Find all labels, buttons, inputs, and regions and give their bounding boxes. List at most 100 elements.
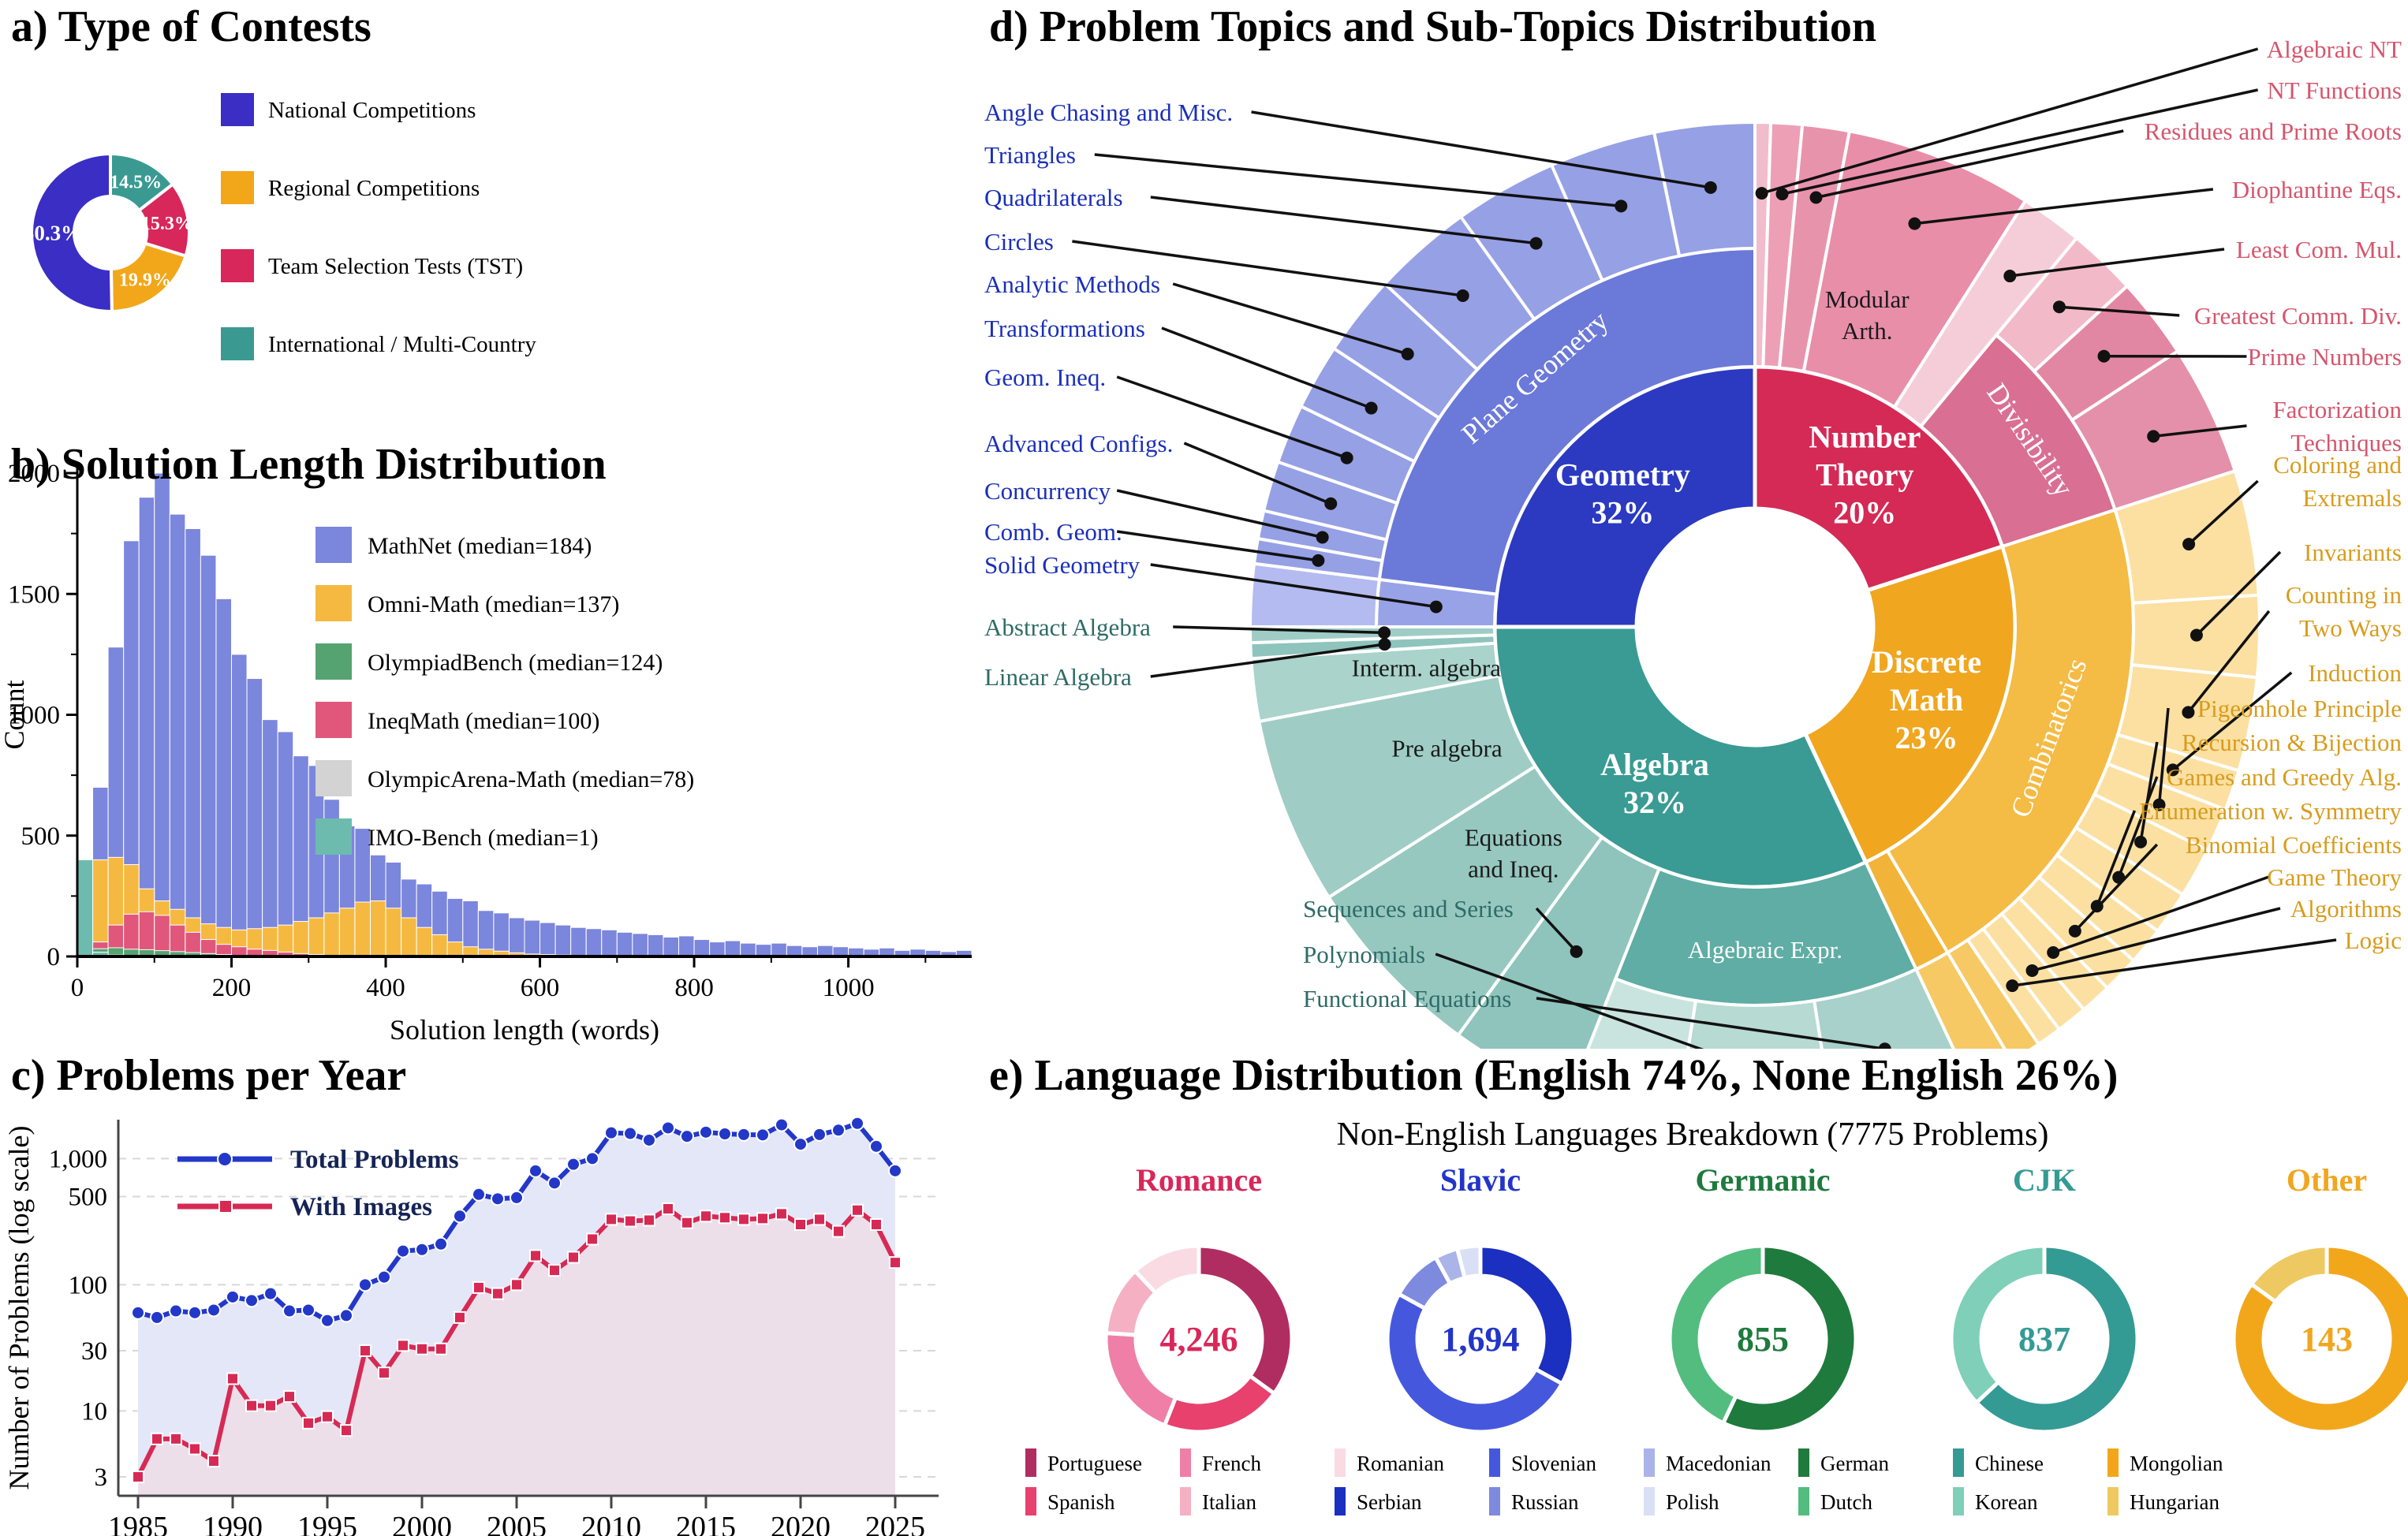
svg-text:Regional Competitions: Regional Competitions xyxy=(268,176,480,201)
svg-text:Slovenian: Slovenian xyxy=(1511,1452,1596,1475)
svg-text:1,000: 1,000 xyxy=(49,1145,107,1173)
svg-text:2015: 2015 xyxy=(676,1511,736,1536)
panel-contest-types: a) Type of Contests 14.5% 15.3% 19.9% 50.3%… xyxy=(0,0,978,438)
panel-d-title: d) Problem Topics and Sub-Topics Distrib… xyxy=(989,2,1877,51)
svg-text:CJK: CJK xyxy=(2013,1162,2076,1198)
svg-text:10: 10 xyxy=(81,1397,107,1426)
svg-text:International / Multi-Country: International / Multi-Country xyxy=(268,332,536,357)
svg-text:Greatest Comm. Div.: Greatest Comm. Div. xyxy=(2194,302,2402,330)
svg-text:Diophantine Eqs.: Diophantine Eqs. xyxy=(2232,176,2402,203)
svg-text:Analytic Methods: Analytic Methods xyxy=(984,270,1160,298)
svg-text:Germanic: Germanic xyxy=(1695,1162,1830,1198)
panel-e-title: e) Language Distribution (English 74%, N… xyxy=(989,1051,2119,1100)
svg-text:Pre algebra: Pre algebra xyxy=(1391,735,1503,762)
svg-text:600: 600 xyxy=(521,974,560,1002)
svg-text:50.3%: 50.3% xyxy=(24,222,82,245)
svg-text:Algorithms: Algorithms xyxy=(2290,895,2402,923)
svg-text:MathNet (median=184): MathNet (median=184) xyxy=(368,533,592,559)
svg-text:Omni-Math (median=137): Omni-Math (median=137) xyxy=(368,591,619,617)
svg-text:2005: 2005 xyxy=(487,1511,547,1536)
svg-text:1000: 1000 xyxy=(823,974,875,1002)
panel-c-title: c) Problems per Year xyxy=(11,1051,407,1100)
svg-text:1990: 1990 xyxy=(203,1511,263,1536)
svg-text:15.3%: 15.3% xyxy=(141,214,193,234)
svg-text:2010: 2010 xyxy=(581,1511,641,1536)
svg-text:Recursion & Bijection: Recursion & Bijection xyxy=(2182,729,2402,756)
svg-text:Pigeonhole Principle: Pigeonhole Principle xyxy=(2197,695,2402,722)
svg-text:Mongolian: Mongolian xyxy=(2130,1452,2223,1475)
svg-text:Count: Count xyxy=(0,680,30,749)
svg-text:Number of Problems (log scale): Number of Problems (log scale) xyxy=(3,1126,35,1490)
svg-text:3: 3 xyxy=(95,1463,108,1492)
svg-text:Residues and Prime Roots: Residues and Prime Roots xyxy=(2145,117,2402,145)
contest-types-donut-chart: 14.5% 15.3% 19.9% 50.3% National Competition… xyxy=(24,93,536,360)
svg-text:19.9%: 19.9% xyxy=(119,270,171,290)
svg-text:1985: 1985 xyxy=(108,1511,168,1536)
panel-b-title: b) Solution Length Distribution xyxy=(11,440,607,489)
svg-text:Romance: Romance xyxy=(1136,1162,1262,1198)
svg-text:OlympiadBench (median=124): OlympiadBench (median=124) xyxy=(368,650,663,676)
svg-text:855: 855 xyxy=(1737,1320,1789,1359)
svg-text:Polynomials: Polynomials xyxy=(1303,941,1425,968)
svg-text:Non-English Languages Breakdow: Non-English Languages Breakdown (7775 Pr… xyxy=(1337,1117,2049,1153)
svg-text:Abstract Algebra: Abstract Algebra xyxy=(984,613,1151,641)
svg-text:200: 200 xyxy=(212,974,252,1002)
svg-text:400: 400 xyxy=(366,974,405,1002)
svg-text:Italian: Italian xyxy=(1202,1490,1256,1514)
svg-text:Hungarian: Hungarian xyxy=(2130,1490,2219,1514)
svg-text:Transformations: Transformations xyxy=(984,315,1145,342)
svg-text:Slavic: Slavic xyxy=(1440,1162,1521,1198)
svg-text:Quadrilaterals: Quadrilaterals xyxy=(984,184,1123,211)
svg-text:100: 100 xyxy=(69,1271,108,1299)
svg-text:Portuguese: Portuguese xyxy=(1047,1452,1142,1475)
svg-text:NT Functions: NT Functions xyxy=(2267,76,2402,104)
svg-text:IMO-Bench (median=1): IMO-Bench (median=1) xyxy=(368,825,599,851)
svg-text:Triangles: Triangles xyxy=(984,141,1076,169)
svg-text:Enumeration w. Symmetry: Enumeration w. Symmetry xyxy=(2139,797,2402,825)
svg-text:Concurrency: Concurrency xyxy=(984,477,1111,505)
svg-text:German: German xyxy=(1820,1452,1889,1475)
svg-text:Solution length (words): Solution length (words) xyxy=(390,1014,659,1046)
svg-text:Advanced Configs.: Advanced Configs. xyxy=(984,430,1173,457)
svg-text:14.5%: 14.5% xyxy=(110,172,162,192)
svg-text:IneqMath (median=100): IneqMath (median=100) xyxy=(368,708,599,734)
svg-text:4,246: 4,246 xyxy=(1160,1320,1238,1359)
svg-text:500: 500 xyxy=(69,1184,108,1212)
svg-text:0: 0 xyxy=(47,943,61,971)
svg-text:Linear Algebra: Linear Algebra xyxy=(984,663,1132,691)
svg-text:0: 0 xyxy=(71,974,84,1002)
svg-text:Game Theory: Game Theory xyxy=(2267,863,2402,891)
svg-text:Induction: Induction xyxy=(2308,659,2402,687)
svg-text:30: 30 xyxy=(81,1337,107,1366)
svg-text:Binomial Coefficients: Binomial Coefficients xyxy=(2186,831,2402,859)
svg-text:Angle Chasing and Misc.: Angle Chasing and Misc. xyxy=(984,99,1233,126)
svg-text:1995: 1995 xyxy=(297,1511,357,1536)
svg-text:Spanish: Spanish xyxy=(1047,1490,1115,1514)
svg-text:Polish: Polish xyxy=(1666,1490,1719,1514)
svg-text:Dutch: Dutch xyxy=(1820,1490,1872,1514)
svg-text:Other: Other xyxy=(2287,1162,2367,1198)
svg-text:Invariants: Invariants xyxy=(2304,539,2402,566)
panel-language-distribution: e) Language Distribution (English 74%, N… xyxy=(978,1049,2408,1536)
svg-text:Geom. Ineq.: Geom. Ineq. xyxy=(984,363,1106,391)
svg-text:Circles: Circles xyxy=(984,228,1054,255)
svg-text:French: French xyxy=(1202,1452,1261,1475)
svg-text:Romanian: Romanian xyxy=(1357,1452,1444,1475)
svg-text:Interm. algebra: Interm. algebra xyxy=(1352,654,1502,682)
svg-text:800: 800 xyxy=(674,974,714,1002)
svg-text:2000: 2000 xyxy=(8,460,60,488)
svg-text:Least Com. Mul.: Least Com. Mul. xyxy=(2236,236,2402,263)
panel-topics-sunburst: d) Problem Topics and Sub-Topics Distrib… xyxy=(978,0,2408,1049)
svg-text:Games and Greedy Alg.: Games and Greedy Alg. xyxy=(2167,763,2402,791)
svg-text:Functional Equations: Functional Equations xyxy=(1303,985,1511,1012)
svg-text:Serbian: Serbian xyxy=(1357,1490,1422,1514)
svg-text:2020: 2020 xyxy=(771,1511,831,1536)
